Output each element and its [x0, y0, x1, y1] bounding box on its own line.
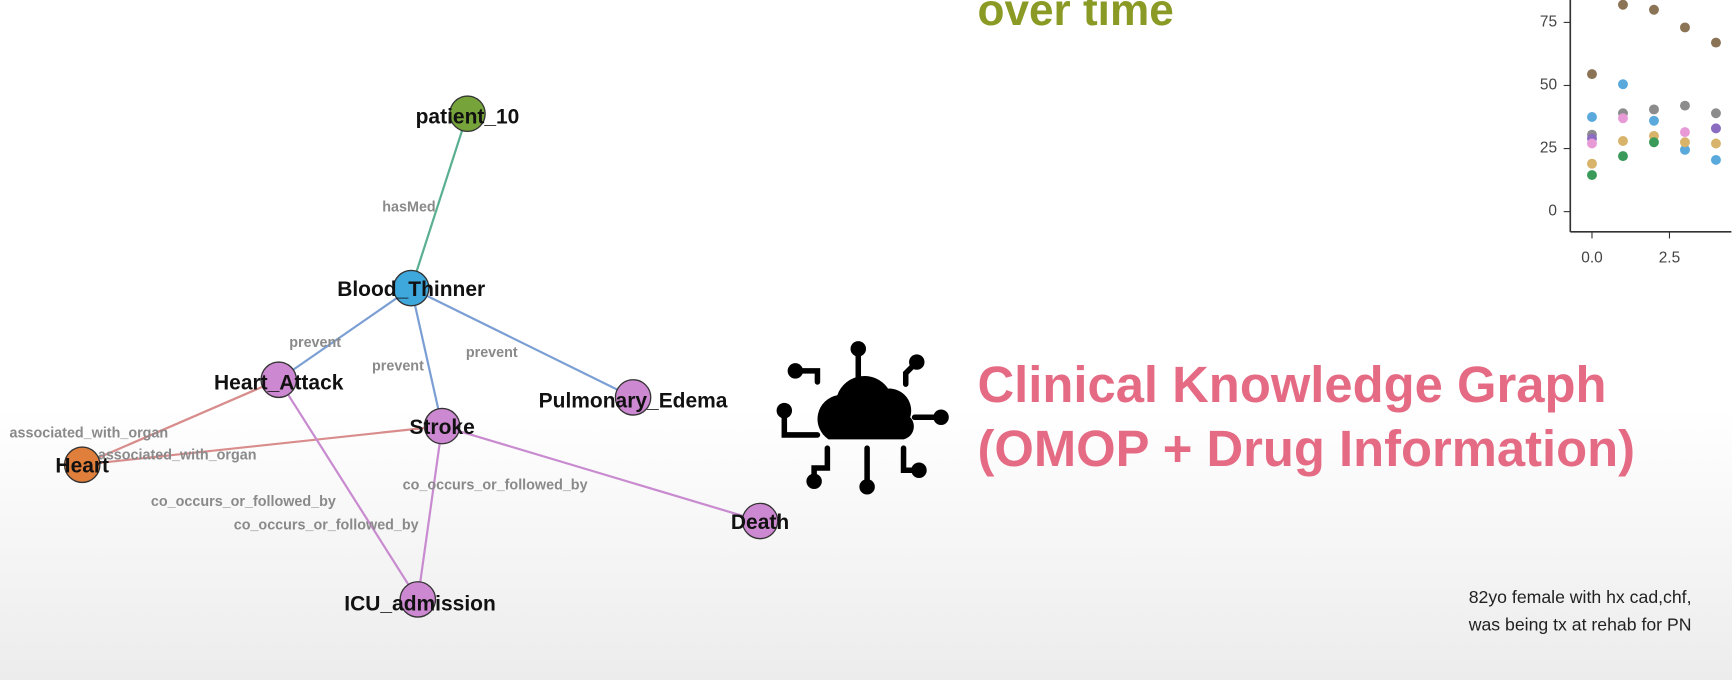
point	[1710, 138, 1721, 149]
point	[1649, 137, 1659, 148]
edge-label: prevent	[372, 358, 424, 374]
point	[1587, 138, 1597, 149]
node	[614, 379, 652, 416]
point	[1587, 69, 1597, 80]
y-tick-label: 25	[1540, 140, 1557, 157]
x-tick-label: 2.5	[1659, 249, 1680, 266]
node-label: Heart_Attack	[214, 372, 344, 395]
node	[392, 269, 430, 307]
point	[1679, 22, 1690, 33]
edge	[410, 287, 634, 399]
edge-label: co_occurs_or_followed_by	[151, 494, 336, 510]
x-tick-label: 0.0	[1581, 249, 1602, 266]
title-line: (OMOP + Drug Information)	[977, 420, 1635, 477]
point	[1679, 100, 1690, 111]
edge	[277, 379, 419, 601]
point	[1587, 158, 1597, 169]
node-label: Blood_Thinner	[337, 278, 485, 301]
edge	[410, 287, 444, 427]
note-line: was being tx at rehab for PN	[1468, 615, 1692, 635]
node-label: Pulmonary_Edema	[539, 389, 728, 412]
node	[741, 502, 779, 540]
edge	[81, 378, 280, 466]
edges: hasMed prevent prevent prevent associated_wi…	[10, 113, 761, 601]
edge	[416, 425, 444, 600]
point	[1618, 136, 1628, 146]
point	[1618, 151, 1628, 162]
edge-label: co_occurs_or_followed_by	[234, 517, 419, 533]
node	[63, 446, 101, 484]
y-tick-label: 50	[1540, 77, 1557, 94]
node-label: patient_10	[416, 106, 520, 129]
point	[1710, 154, 1721, 165]
point	[1710, 37, 1721, 48]
edge	[278, 287, 412, 381]
node-label: Heart	[55, 454, 109, 477]
point	[1679, 144, 1690, 155]
nodes: patient_10 Blood_Thinner Heart_Attack Strok…	[55, 95, 789, 618]
point	[1587, 112, 1597, 122]
cloud-circuit-icon	[776, 341, 949, 495]
point	[1649, 104, 1659, 115]
node-label: Death	[731, 511, 789, 534]
edge-label: co_occurs_or_followed_by	[403, 478, 588, 494]
point	[1587, 170, 1597, 181]
node-label: ICU_admission	[344, 592, 495, 615]
edge-label: associated_with_organ	[10, 426, 169, 442]
title-line: Clinical Knowledge Graph	[977, 356, 1606, 413]
point	[1649, 115, 1659, 126]
point	[1679, 137, 1690, 148]
point	[1618, 113, 1628, 124]
point	[1649, 4, 1659, 15]
edge	[410, 113, 469, 289]
node-label: Stroke	[409, 416, 474, 439]
scatter-chart: 0 25 50 75 0.0 2.5	[1540, 0, 1732, 266]
edge-label: prevent	[289, 335, 341, 351]
y-tick-label: 0	[1548, 203, 1557, 220]
point	[1618, 0, 1628, 10]
node	[423, 407, 461, 445]
point	[1679, 127, 1690, 138]
y-tick-label: 75	[1540, 13, 1557, 30]
node	[399, 581, 437, 618]
edge-label: prevent	[466, 345, 518, 361]
subtitle: over time	[977, 0, 1173, 35]
edge-label: associated_with_organ	[98, 448, 257, 464]
point	[1618, 79, 1628, 90]
point	[1710, 108, 1721, 119]
edge-label: hasMed	[382, 199, 435, 215]
node	[449, 95, 486, 133]
node	[260, 361, 298, 399]
edge	[82, 425, 443, 466]
edge	[441, 425, 761, 523]
point	[1710, 123, 1721, 134]
note-line: 82yo female with hx cad,chf,	[1469, 587, 1692, 607]
